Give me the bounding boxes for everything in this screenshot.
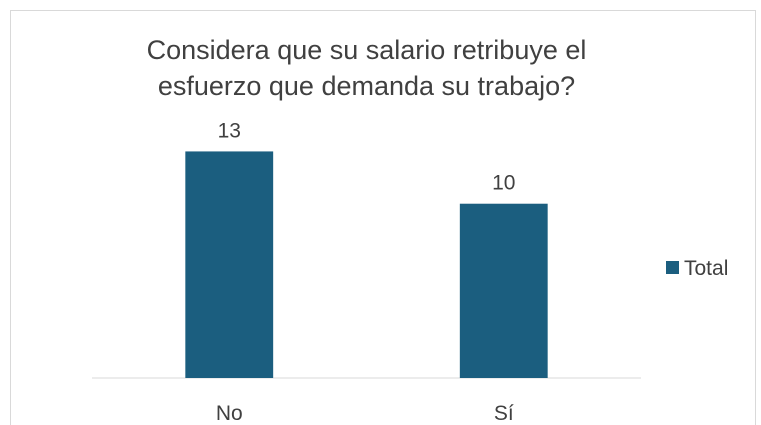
legend-label: Total [684,257,728,280]
legend-swatch [666,261,679,274]
x-tick-label: Sí [494,402,514,425]
data-label: 13 [218,119,241,142]
x-tick-label: No [216,402,243,425]
bar [185,151,274,378]
data-label: 10 [492,172,515,195]
chart-title: Considera que su salario retribuye el es… [146,35,587,101]
bar [459,203,548,378]
chart-border [10,10,756,425]
